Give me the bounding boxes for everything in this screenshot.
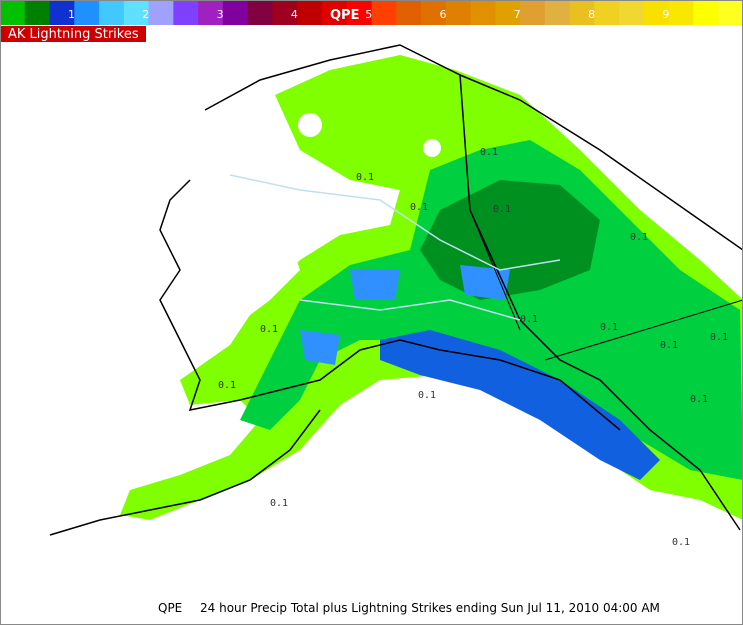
contour-label: 0.1 [218, 380, 236, 391]
contour-label: 0.1 [410, 202, 428, 213]
colorbar-segment [0, 0, 26, 25]
colorbar-segment [619, 0, 645, 25]
lightning-legend: AK Lightning Strikes [8, 27, 139, 42]
colorbar-segment [470, 0, 496, 25]
gap [298, 113, 322, 137]
contour-label: 0.1 [356, 172, 374, 183]
dry-area [150, 240, 300, 340]
colorbar-segment [222, 0, 249, 25]
colorbar-segment [74, 0, 100, 25]
colorbar-label: 7 [514, 8, 521, 21]
contour-label: 0.1 [672, 537, 690, 548]
colorbar-segment [297, 0, 323, 25]
colorbar-segment [421, 0, 447, 25]
colorbar-segment [396, 0, 422, 25]
contour-label: 0.1 [493, 204, 511, 215]
colorbar-segment [445, 0, 472, 25]
precip-blue [380, 330, 660, 480]
colorbar-segment [569, 0, 595, 25]
contour-label: 0.1 [710, 332, 728, 343]
colorbar-label: 8 [588, 8, 595, 21]
contour-label: 0.1 [690, 394, 708, 405]
colorbar-segment [272, 0, 298, 25]
contour-label: 0.1 [600, 322, 618, 333]
rivers [229, 174, 561, 321]
colorbar-segment [693, 0, 719, 25]
colorbar-segment [594, 0, 620, 25]
colorbar-segment [198, 0, 224, 25]
colorbar-title: QPE [330, 8, 359, 23]
border [469, 209, 743, 361]
colorbar-label: 4 [291, 8, 298, 21]
gap [423, 139, 441, 157]
coastline [49, 44, 743, 536]
contour-label: 0.1 [480, 147, 498, 158]
colorbar-segment [544, 0, 571, 25]
contour-label: 0.1 [270, 498, 288, 509]
colorbar-label: 9 [662, 8, 669, 21]
colorbar-label: 5 [365, 8, 372, 21]
colorbar-segment [520, 0, 546, 25]
colorbar-segment [668, 0, 694, 25]
contour-label: 0.1 [418, 390, 436, 401]
colorbar-label: 1 [68, 8, 75, 21]
caption-text: 24 hour Precip Total plus Lightning Stri… [200, 601, 660, 615]
colorbar-segment [173, 0, 199, 25]
contour-label: 0.1 [630, 232, 648, 243]
caption-product: QPE [158, 601, 182, 615]
colorbar-segment [346, 0, 372, 25]
colorbar-segment [247, 0, 273, 25]
colorbar-segment [321, 0, 348, 25]
contour-label: 0.1 [520, 314, 538, 325]
colorbar-segment [495, 0, 521, 25]
colorbar-segment [718, 0, 743, 25]
colorbar-segment [49, 0, 75, 25]
colorbar-segment [148, 0, 174, 25]
contour-label: 0.1 [260, 324, 278, 335]
precip-moderate [240, 140, 743, 480]
colorbar-label: 3 [217, 8, 224, 21]
colorbar-label: 2 [142, 8, 149, 21]
colorbar-segment [371, 0, 397, 25]
contour-label: 0.1 [660, 340, 678, 351]
lightning-legend-box [0, 26, 146, 42]
precip-blue-spots [300, 265, 510, 365]
colorbar-segment [643, 0, 670, 25]
colorbar-label: 6 [440, 8, 447, 21]
colorbar-segment [99, 0, 125, 25]
colorbar-segment [123, 0, 150, 25]
colorbar-segment [24, 0, 51, 25]
colorbar [0, 0, 743, 25]
